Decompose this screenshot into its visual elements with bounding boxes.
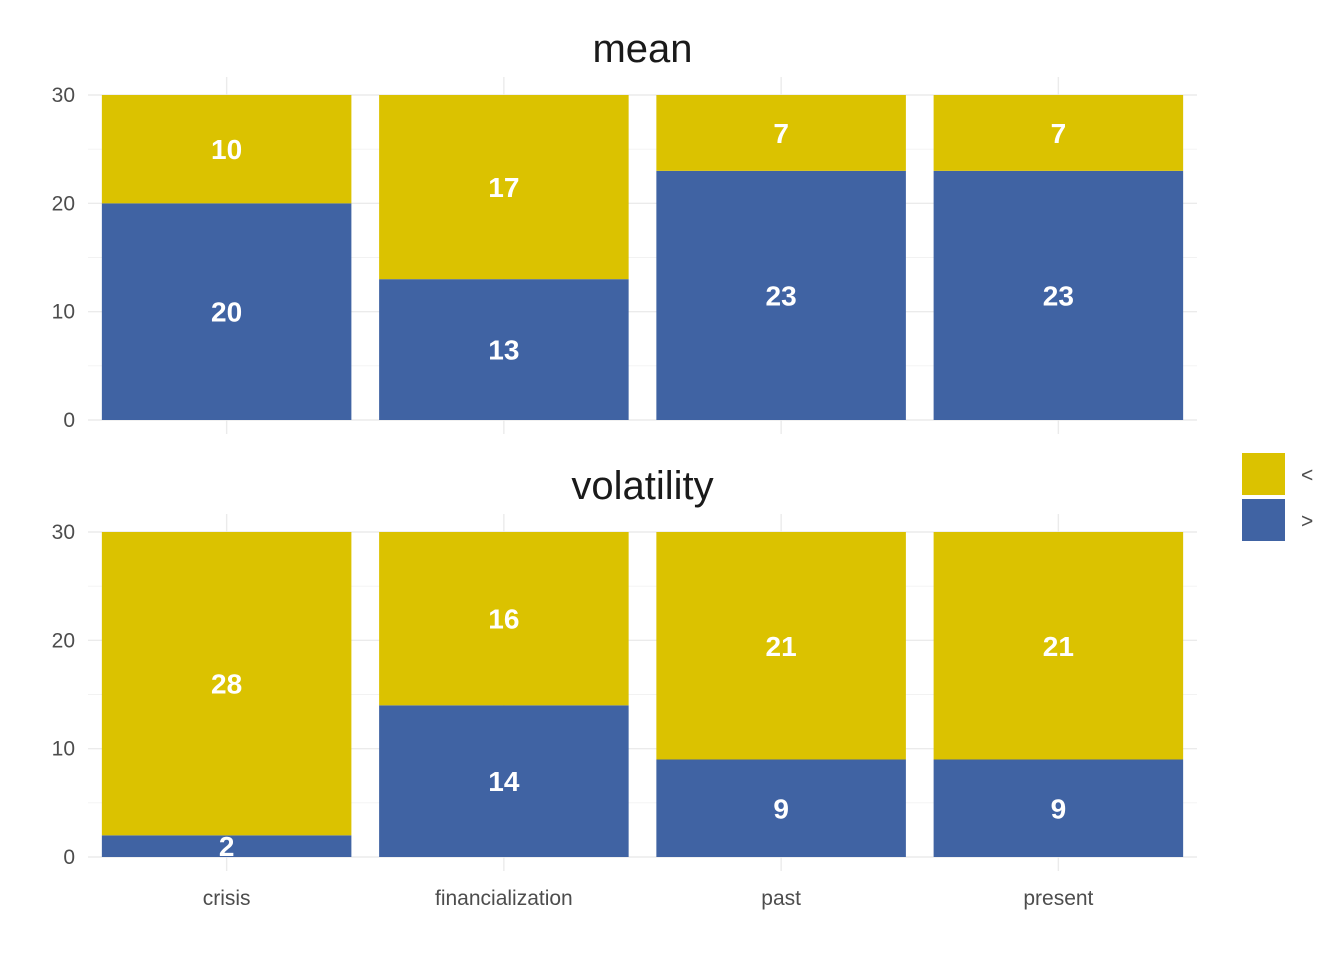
bar-gt-crisis <box>101 835 352 857</box>
bar-value-label: 13 <box>488 335 519 366</box>
bar-value-label: 21 <box>766 631 797 662</box>
legend-key-lt <box>1242 453 1285 495</box>
y-tick-label: 10 <box>52 738 75 761</box>
bar-value-label: 16 <box>488 604 519 635</box>
bar-lt-crisis <box>101 532 352 836</box>
panel-mean: 0 10 20 30 mean 20 10 13 17 23 7 23 7 <box>52 27 1197 434</box>
legend-key-gt <box>1242 499 1285 541</box>
bar-value-label: 2 <box>219 831 235 862</box>
bar-value-label: 9 <box>773 793 789 824</box>
bar-value-label: 28 <box>211 669 242 700</box>
bar-value-label: 17 <box>488 172 519 203</box>
bar-value-label: 7 <box>1051 118 1067 149</box>
bar-lt-present <box>933 532 1184 760</box>
x-tick-label: financialization <box>435 887 573 910</box>
x-tick-label: crisis <box>203 887 251 910</box>
y-tick-label: 0 <box>63 846 75 869</box>
bar-value-label: 21 <box>1043 631 1074 662</box>
bar-value-label: 20 <box>211 297 242 328</box>
panel-title: mean <box>592 27 692 71</box>
bar-lt-past <box>656 95 906 171</box>
bar-value-label: 9 <box>1051 793 1067 824</box>
y-tick-label: 10 <box>52 301 75 324</box>
bar-value-label: 10 <box>211 134 242 165</box>
panel-title: volatility <box>571 464 713 508</box>
bar-gt-present <box>933 759 1184 857</box>
bar-value-label: 7 <box>773 118 789 149</box>
bar-value-label: 14 <box>488 766 520 797</box>
x-axis: crisis financialization past present <box>203 887 1094 910</box>
x-tick-label: past <box>761 887 801 910</box>
bar-lt-financialization <box>379 532 629 706</box>
legend-label: < <box>1301 464 1313 487</box>
bar-lt-crisis <box>101 95 352 204</box>
bar-gt-financialization <box>379 279 629 420</box>
y-tick-label: 30 <box>52 521 75 544</box>
panel-volatility: 0 10 20 30 volatility 2 28 14 16 9 21 9 21 <box>52 464 1197 871</box>
y-tick-label: 20 <box>52 629 75 652</box>
bar-value-label: 23 <box>766 280 797 311</box>
y-tick-label: 20 <box>52 192 75 215</box>
y-tick-label: 30 <box>52 84 75 107</box>
bar-gt-past <box>656 170 906 420</box>
bar-lt-present <box>933 95 1184 171</box>
x-tick-label: present <box>1023 887 1093 910</box>
bar-gt-present <box>933 170 1184 420</box>
bar-gt-past <box>656 759 906 857</box>
bar-gt-financialization <box>379 705 629 857</box>
bar-lt-past <box>656 532 906 760</box>
bar-lt-financialization <box>379 95 629 280</box>
chart-panels: 0 10 20 30 mean 20 10 13 17 23 7 23 7 0 10 20 30 volatili… <box>52 27 1197 871</box>
y-tick-label: 0 <box>63 409 75 432</box>
legend-label: > <box>1301 510 1313 533</box>
bar-value-label: 23 <box>1043 280 1074 311</box>
legend: <> <box>1242 453 1313 541</box>
bar-gt-crisis <box>101 203 352 420</box>
